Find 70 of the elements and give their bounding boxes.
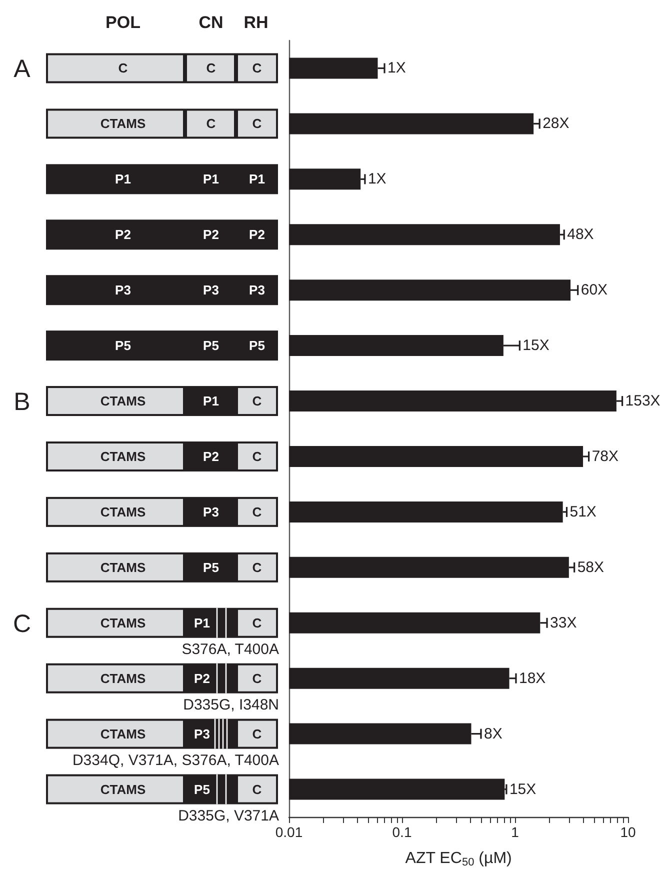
text: C: [252, 116, 262, 132]
text: A: [14, 55, 31, 84]
text: C: [118, 60, 128, 76]
annotation: 18X: [518, 670, 546, 687]
annotation: 78X: [592, 448, 619, 465]
text: P1: [249, 172, 265, 187]
x-tick-label: 0.01: [275, 824, 303, 840]
text: CTAMS: [100, 560, 146, 575]
text: CTAMS: [100, 670, 146, 686]
text: CTAMS: [100, 504, 146, 520]
text: P2: [203, 448, 219, 464]
annotation: 153X: [625, 392, 660, 410]
annotation: 15X: [522, 337, 550, 354]
y-tick-label: D335G, I348N: [183, 696, 279, 714]
text: P2: [203, 227, 219, 242]
text: P3: [249, 282, 265, 298]
text: P1: [115, 172, 131, 187]
text: CTAMS: [100, 448, 146, 464]
text: P2: [115, 227, 131, 242]
text: CTAMS: [100, 615, 146, 630]
annotation: 51X: [570, 503, 596, 520]
text: P5: [249, 338, 265, 354]
text: P3: [203, 282, 219, 298]
text: P5: [194, 782, 210, 797]
text: B: [14, 388, 30, 416]
text: C: [252, 560, 262, 575]
text: C: [206, 116, 216, 132]
text: CTAMS: [100, 782, 146, 797]
text: P2: [194, 670, 210, 686]
text: RH: [244, 13, 268, 32]
text: POL: [106, 13, 140, 32]
text: C: [252, 448, 262, 464]
annotation: 33X: [550, 614, 577, 632]
text: CTAMS: [100, 726, 146, 742]
text: C: [252, 615, 262, 630]
text: C: [12, 610, 32, 638]
y-tick-label: D334Q, V371A, S376A, T400A: [72, 752, 279, 769]
x-tick-label: 1: [511, 824, 520, 840]
text: CN: [198, 13, 224, 32]
annotation: 28X: [542, 115, 570, 132]
text: P1: [194, 615, 210, 630]
text: CTAMS: [100, 116, 146, 132]
text: P1: [203, 172, 219, 187]
annotation: 1X: [368, 170, 386, 188]
text: C: [252, 504, 262, 520]
text: P5: [115, 338, 131, 354]
text: P3: [115, 282, 131, 298]
y-tick-label: D335G, V371A: [178, 807, 279, 824]
text: P5: [203, 560, 219, 575]
annotation: 8X: [484, 725, 502, 742]
text: P2: [249, 227, 265, 242]
x-tick-label: 10: [620, 824, 636, 840]
annotation: 1X: [387, 60, 406, 77]
annotation: 60X: [580, 282, 608, 299]
annotation: 15X: [509, 780, 536, 798]
text: C: [252, 670, 262, 686]
y-tick-label: S376A, T400A: [182, 640, 279, 658]
text: C: [252, 726, 262, 742]
text: P1: [203, 394, 219, 409]
text: C: [252, 60, 262, 76]
text: P3: [203, 504, 219, 520]
text: C: [252, 394, 262, 409]
annotation: 58X: [577, 558, 604, 576]
x-tick-label: 0.1: [392, 824, 412, 840]
text: C: [206, 60, 216, 76]
text: P5: [203, 338, 219, 354]
text: CTAMS: [100, 394, 146, 409]
annotation: 48X: [567, 226, 594, 244]
text: C: [252, 782, 262, 797]
text: P3: [194, 726, 210, 742]
